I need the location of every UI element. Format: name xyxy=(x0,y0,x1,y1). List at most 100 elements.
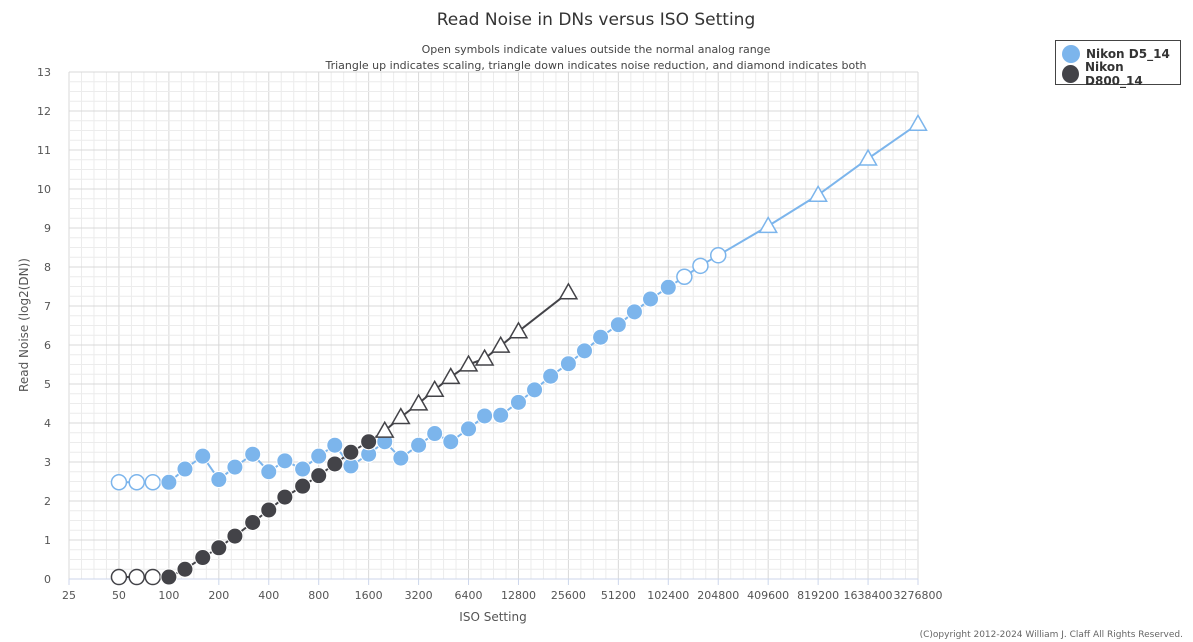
data-point[interactable] xyxy=(210,471,228,489)
y-tick-label: 9 xyxy=(44,222,51,235)
x-tick-label: 102400 xyxy=(647,589,689,602)
x-tick-label: 6400 xyxy=(455,589,483,602)
data-point[interactable] xyxy=(194,447,212,465)
data-point[interactable] xyxy=(226,527,244,545)
data-point[interactable] xyxy=(575,342,593,360)
legend-swatch-d5 xyxy=(1062,45,1080,63)
y-tick-label: 13 xyxy=(37,66,51,79)
data-point-open[interactable] xyxy=(144,568,162,586)
y-tick-label: 4 xyxy=(44,417,51,430)
data-point-triangle[interactable] xyxy=(391,407,411,425)
data-point-triangle[interactable] xyxy=(490,335,511,353)
data-point[interactable] xyxy=(160,568,178,586)
data-point[interactable] xyxy=(276,488,294,506)
copyright-text: (C)opyright 2012-2024 William J. Claff A… xyxy=(920,630,1183,640)
data-point[interactable] xyxy=(342,443,360,461)
grid xyxy=(68,71,919,580)
x-tick-label: 819200 xyxy=(797,589,839,602)
legend-item-nikon-d800[interactable]: Nikon D800_14 xyxy=(1062,60,1180,88)
series xyxy=(110,113,928,586)
legend-item-nikon-d5[interactable]: Nikon D5_14 xyxy=(1062,44,1170,64)
data-point[interactable] xyxy=(426,425,444,443)
x-tick-label: 25600 xyxy=(551,589,586,602)
data-point[interactable] xyxy=(460,420,478,438)
data-point[interactable] xyxy=(226,458,244,476)
data-point-triangle[interactable] xyxy=(508,321,529,339)
data-point[interactable] xyxy=(160,473,178,491)
data-point[interactable] xyxy=(310,447,328,465)
data-point[interactable] xyxy=(492,406,510,424)
data-point[interactable] xyxy=(442,433,460,451)
data-point[interactable] xyxy=(176,460,194,478)
data-point-open[interactable] xyxy=(128,568,145,586)
x-tick-label: 1638400 xyxy=(844,589,893,602)
x-tick-label: 400 xyxy=(258,589,279,602)
data-point[interactable] xyxy=(625,303,643,321)
data-point[interactable] xyxy=(410,436,428,454)
y-tick-label: 2 xyxy=(44,495,51,508)
data-point-triangle[interactable] xyxy=(474,348,495,366)
data-point-open[interactable] xyxy=(676,268,693,285)
data-point-triangle[interactable] xyxy=(458,354,479,372)
data-point[interactable] xyxy=(526,381,544,399)
data-point[interactable] xyxy=(609,316,627,334)
data-point[interactable] xyxy=(244,445,262,463)
y-tick-label: 8 xyxy=(44,261,51,274)
data-point-triangle[interactable] xyxy=(808,184,828,202)
data-point-triangle[interactable] xyxy=(424,379,445,397)
data-point-triangle[interactable] xyxy=(374,420,395,438)
data-point[interactable] xyxy=(542,367,560,385)
data-point[interactable] xyxy=(592,328,610,346)
data-point-triangle[interactable] xyxy=(858,148,878,166)
x-tick-label: 51200 xyxy=(601,589,636,602)
x-tick-label: 25 xyxy=(62,589,76,602)
data-point[interactable] xyxy=(642,290,660,308)
data-point[interactable] xyxy=(559,355,577,373)
y-tick-label: 10 xyxy=(37,183,51,196)
y-tick-label: 5 xyxy=(44,378,51,391)
data-point-triangle[interactable] xyxy=(758,216,778,234)
data-point[interactable] xyxy=(310,467,328,485)
data-point[interactable] xyxy=(326,436,344,454)
data-point[interactable] xyxy=(392,449,410,467)
data-point[interactable] xyxy=(260,463,278,481)
data-point[interactable] xyxy=(210,539,228,557)
data-point-triangle[interactable] xyxy=(558,282,579,300)
y-tick-label: 12 xyxy=(37,105,51,118)
y-tick-label: 7 xyxy=(44,300,51,313)
x-tick-label: 100 xyxy=(158,589,179,602)
chart-legend: Nikon D5_14 Nikon D800_14 xyxy=(1055,40,1181,88)
data-point-open[interactable] xyxy=(144,474,162,491)
x-axis-title: ISO Setting xyxy=(459,610,526,624)
data-point[interactable] xyxy=(176,560,194,578)
data-point[interactable] xyxy=(360,433,378,451)
x-tick-label: 1600 xyxy=(355,589,383,602)
data-point[interactable] xyxy=(294,477,312,495)
data-point[interactable] xyxy=(659,278,677,296)
data-point[interactable] xyxy=(194,549,212,567)
chart-subtitle-line-2: Triangle up indicates scaling, triangle … xyxy=(324,59,866,72)
axes: 25 50 100 200 400 800 1600 3200 6400 12800 25600 51… xyxy=(37,66,943,602)
data-point-open[interactable] xyxy=(110,474,128,491)
data-point[interactable] xyxy=(476,407,494,425)
data-point[interactable] xyxy=(260,501,278,519)
y-tick-label: 0 xyxy=(44,573,51,586)
data-point[interactable] xyxy=(294,460,312,478)
data-point[interactable] xyxy=(509,393,527,411)
x-tick-label: 3276800 xyxy=(894,589,943,602)
chart-title: Read Noise in DNs versus ISO Setting xyxy=(437,10,756,30)
x-tick-label: 800 xyxy=(308,589,329,602)
data-point-triangle[interactable] xyxy=(908,113,928,131)
x-tick-label: 12800 xyxy=(501,589,536,602)
y-tick-label: 1 xyxy=(44,534,51,547)
data-point-open[interactable] xyxy=(709,247,727,264)
data-point[interactable] xyxy=(276,452,294,470)
data-point-triangle[interactable] xyxy=(440,366,461,385)
x-tick-label: 50 xyxy=(112,589,126,602)
data-point-open[interactable] xyxy=(128,474,145,491)
data-point[interactable] xyxy=(326,455,344,473)
data-point-open[interactable] xyxy=(692,257,709,275)
data-point-open[interactable] xyxy=(110,568,128,586)
data-point-triangle[interactable] xyxy=(408,393,429,411)
data-point[interactable] xyxy=(244,513,262,531)
